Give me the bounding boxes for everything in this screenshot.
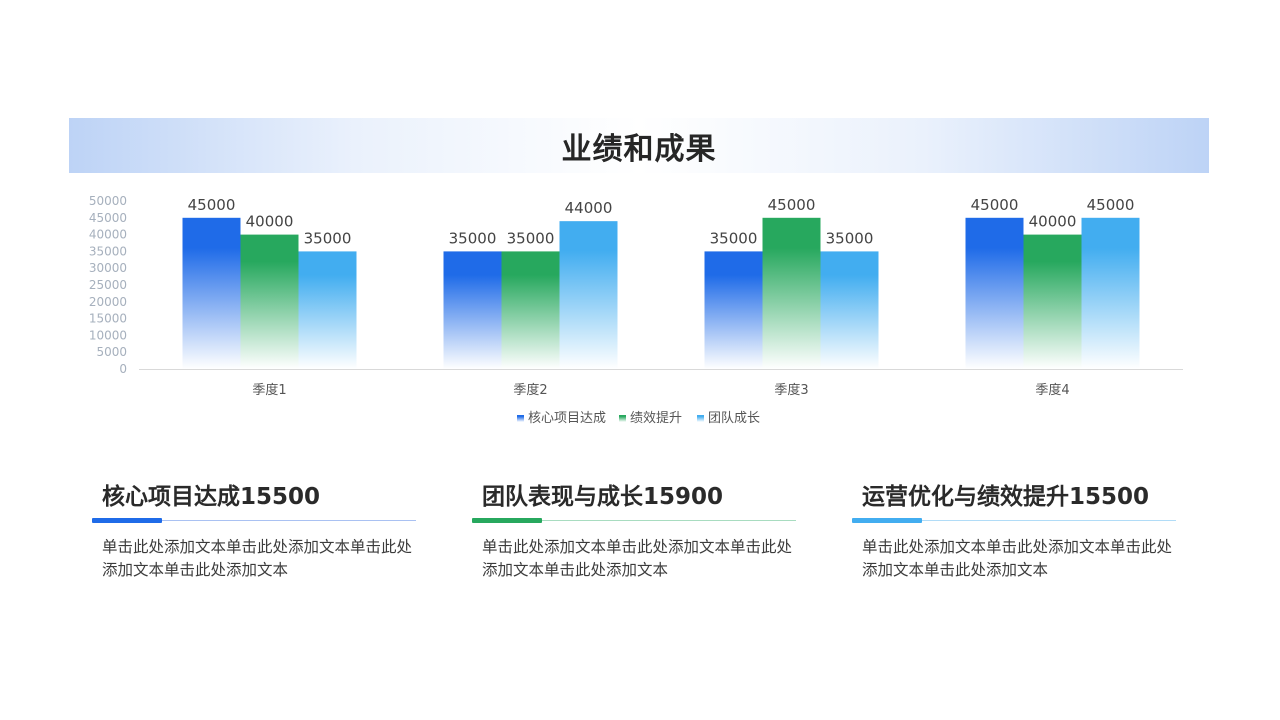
legend-swatch <box>697 415 704 422</box>
bar-data-label: 45000 <box>971 196 1019 214</box>
bar-data-label: 35000 <box>304 229 352 247</box>
y-tick-label: 50000 <box>89 194 127 208</box>
card-title: 运营优化与绩效提升15500 <box>862 484 1150 510</box>
bar <box>965 217 1024 369</box>
summary-card-2: 团队表现与成长15900 单击此处添加文本单击此处添加文本单击此处添加文本单击此… <box>472 478 796 582</box>
y-tick-label: 40000 <box>89 228 127 242</box>
card-divider <box>472 518 796 524</box>
legend-label: 团队成长 <box>708 411 760 426</box>
bar-data-label: 35000 <box>710 229 758 247</box>
bar-data-label: 35000 <box>507 229 555 247</box>
bar-data-label: 35000 <box>826 229 874 247</box>
legend-swatch <box>619 415 626 422</box>
bar-data-label: 45000 <box>1087 196 1135 214</box>
bar <box>559 221 618 369</box>
y-tick-label: 25000 <box>89 278 127 292</box>
summary-card-3: 运营优化与绩效提升15500 单击此处添加文本单击此处添加文本单击此处添加文本单… <box>852 478 1176 582</box>
y-tick-label: 30000 <box>89 261 127 275</box>
bar <box>704 251 763 369</box>
bar <box>1023 234 1082 369</box>
y-tick-label: 5000 <box>96 345 127 359</box>
y-tick-label: 15000 <box>89 312 127 326</box>
bar-data-label: 35000 <box>449 229 497 247</box>
bar <box>240 234 299 369</box>
legend-label: 核心项目达成 <box>528 411 606 426</box>
x-tick-label: 季度4 <box>1035 382 1069 398</box>
title-banner: 业绩和成果 <box>69 118 1209 173</box>
x-tick-label: 季度1 <box>252 382 286 398</box>
legend-swatch <box>517 415 524 422</box>
bar-data-label: 45000 <box>188 196 236 214</box>
card-title: 团队表现与成长15900 <box>482 484 724 510</box>
y-tick-label: 45000 <box>89 211 127 225</box>
bar <box>820 251 879 369</box>
card-divider <box>92 518 416 524</box>
bar <box>443 251 502 369</box>
y-tick-label: 35000 <box>89 244 127 258</box>
bar-chart: 0 5000 10000 15000 20000 25000 30000 35000 40000… <box>89 194 1183 426</box>
summary-cards: 核心项目达成15500 单击此处添加文本单击此处添加文本单击此处添加文本单击此处… <box>92 478 1182 598</box>
summary-card-1: 核心项目达成15500 单击此处添加文本单击此处添加文本单击此处添加文本单击此处… <box>92 478 416 582</box>
bar <box>501 251 560 369</box>
bar <box>762 217 821 369</box>
y-tick-label: 0 <box>119 362 127 376</box>
card-divider <box>852 518 1176 524</box>
x-tick-label: 季度2 <box>513 382 547 398</box>
bar-data-label: 45000 <box>768 196 816 214</box>
card-body-text[interactable]: 单击此处添加文本单击此处添加文本单击此处添加文本单击此处添加文本 <box>482 538 793 579</box>
bar-data-label: 40000 <box>246 213 294 231</box>
bar-data-label: 44000 <box>565 199 613 217</box>
bar <box>182 217 241 369</box>
page-title: 业绩和成果 <box>561 131 717 167</box>
card-title: 核心项目达成15500 <box>102 484 321 510</box>
y-tick-label: 10000 <box>89 328 127 342</box>
bar <box>298 251 357 369</box>
x-tick-label: 季度3 <box>774 382 808 398</box>
y-tick-label: 20000 <box>89 295 127 309</box>
card-body-text[interactable]: 单击此处添加文本单击此处添加文本单击此处添加文本单击此处添加文本 <box>862 538 1173 579</box>
card-body-text[interactable]: 单击此处添加文本单击此处添加文本单击此处添加文本单击此处添加文本 <box>102 538 413 579</box>
legend-label: 绩效提升 <box>630 410 682 426</box>
bar <box>1081 217 1140 369</box>
bar-data-label: 40000 <box>1029 213 1077 231</box>
